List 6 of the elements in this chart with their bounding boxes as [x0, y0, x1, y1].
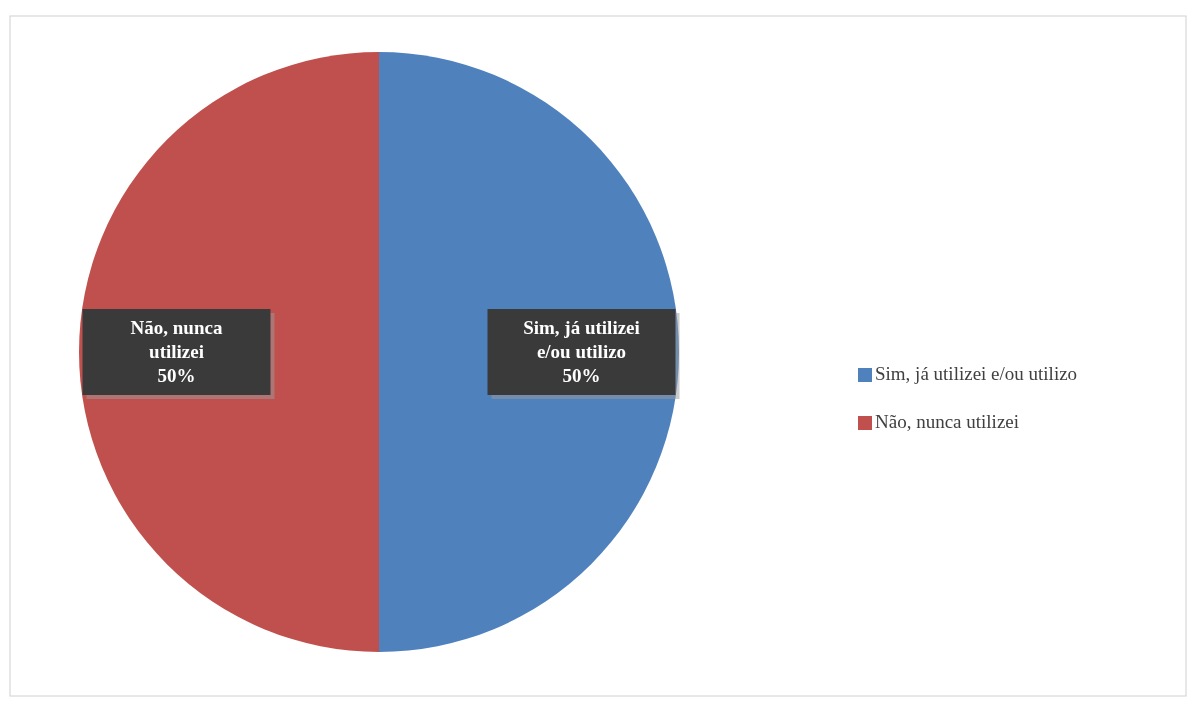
data-label: 50%: [157, 365, 196, 386]
legend-label: Sim, já utilizei e/ou utilizo: [875, 363, 1078, 384]
data-label: 50%: [562, 365, 601, 386]
legend-label: Não, nunca utilizei: [875, 411, 1020, 432]
slice-label: Não, nunca utilizei: [130, 317, 223, 362]
slice-label: Sim, já utilizei e/ou utilizo: [523, 317, 640, 362]
